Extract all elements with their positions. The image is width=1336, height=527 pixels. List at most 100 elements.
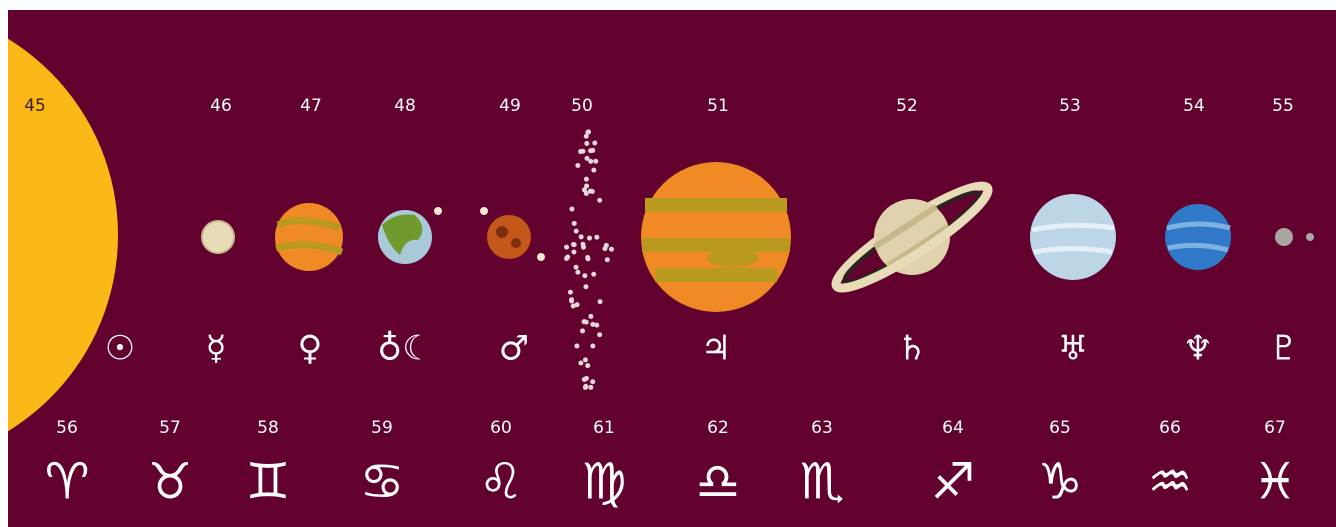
- asteroid: [593, 159, 598, 164]
- asteroid: [569, 297, 574, 302]
- body-number: 52: [896, 96, 918, 116]
- asteroid: [592, 141, 597, 146]
- asteroid: [582, 187, 587, 192]
- asteroid: [584, 141, 589, 146]
- body-number: 49: [499, 96, 521, 116]
- asteroid: [587, 236, 592, 241]
- zodiac-number: 59: [371, 418, 393, 438]
- planet-symbol: ♁☾: [377, 329, 432, 369]
- moon: [434, 207, 442, 215]
- asteroid: [568, 290, 573, 295]
- zodiac-number: 64: [942, 418, 964, 438]
- asteroid: [574, 229, 579, 234]
- asteroid: [581, 242, 586, 247]
- asteroid: [605, 257, 610, 262]
- asteroid: [584, 177, 589, 182]
- uranus: [1030, 194, 1116, 280]
- asteroid: [578, 149, 583, 154]
- body-number: 50: [571, 96, 593, 116]
- zodiac-symbol: ♒: [1148, 453, 1193, 511]
- planet-symbol: ☿: [206, 329, 227, 369]
- body-number: 48: [394, 96, 416, 116]
- zodiac-symbol: ♊: [246, 453, 291, 511]
- zodiac-symbol: ♐: [931, 453, 976, 511]
- planet-symbol: ♅: [1058, 329, 1088, 369]
- asteroid: [594, 323, 599, 328]
- asteroid: [583, 385, 588, 390]
- jupiter: [641, 162, 791, 312]
- asteroid: [590, 343, 595, 348]
- asteroid: [584, 320, 589, 325]
- asteroid: [571, 249, 576, 254]
- asteroid: [597, 198, 602, 203]
- zodiac-symbol: ♓: [1253, 453, 1298, 511]
- asteroid: [578, 361, 583, 366]
- asteroid: [604, 243, 609, 248]
- asteroid: [574, 265, 579, 270]
- asteroid: [579, 234, 584, 239]
- body-number: 51: [707, 96, 729, 116]
- phobos: [480, 207, 488, 215]
- planet-symbol: ♆: [1183, 329, 1213, 369]
- zodiac-number: 57: [159, 418, 181, 438]
- pluto: [1275, 228, 1293, 246]
- zodiac-symbol: ♌: [479, 453, 524, 511]
- neptune: [1165, 204, 1231, 270]
- body-number: 45: [24, 96, 46, 116]
- asteroid: [571, 303, 576, 308]
- asteroid: [588, 314, 593, 319]
- deimos: [537, 253, 545, 261]
- zodiac-number: 60: [490, 418, 512, 438]
- zodiac-number: 63: [811, 418, 833, 438]
- body-number: 47: [300, 96, 322, 116]
- charon: [1306, 233, 1314, 241]
- asteroid: [591, 168, 596, 173]
- venus: [275, 203, 343, 271]
- great-red-spot: [707, 249, 759, 267]
- asteroid: [583, 357, 588, 362]
- asteroid: [598, 299, 603, 304]
- asteroid: [597, 332, 602, 337]
- planet-symbol: ♂: [499, 329, 529, 369]
- zodiac-symbol: ♋: [360, 453, 405, 511]
- zodiac-number: 62: [707, 418, 729, 438]
- asteroid: [575, 163, 580, 168]
- asteroid: [594, 235, 599, 240]
- asteroid: [591, 272, 596, 277]
- asteroid: [580, 328, 585, 333]
- planet-symbol: ♄: [897, 329, 927, 369]
- asteroid: [575, 270, 580, 275]
- mars-spot: [496, 226, 508, 238]
- asteroid: [585, 363, 590, 368]
- zodiac-symbol: ♑: [1038, 453, 1083, 511]
- zodiac-number: 61: [593, 418, 615, 438]
- solar-system-illustration: 45☉46☿47♀48♁☾49♂5051♃52♄53♅54♆55♇56♈57♉5…: [0, 0, 1336, 527]
- zodiac-symbol: ♉: [148, 453, 193, 511]
- asteroid: [569, 207, 574, 212]
- body-number: 53: [1059, 96, 1081, 116]
- body-number: 46: [210, 96, 232, 116]
- zodiac-number: 66: [1159, 418, 1181, 438]
- zodiac-number: 65: [1049, 418, 1071, 438]
- asteroid: [585, 130, 590, 135]
- asteroid: [609, 247, 614, 252]
- mercury: [202, 221, 234, 253]
- planet-symbol: ♀: [298, 329, 323, 369]
- asteroid: [588, 385, 593, 390]
- zodiac-symbol: ♍: [582, 453, 627, 511]
- zodiac-symbol: ♎: [696, 453, 741, 511]
- body-number: 54: [1183, 96, 1205, 116]
- asteroid: [572, 221, 577, 226]
- mars-spot: [511, 238, 521, 248]
- mars: [487, 215, 531, 259]
- zodiac-number: 58: [257, 418, 279, 438]
- zodiac-number: 56: [56, 418, 78, 438]
- zodiac-number: 67: [1264, 418, 1286, 438]
- asteroid: [590, 379, 595, 384]
- asteroid: [574, 343, 579, 348]
- asteroid: [586, 256, 591, 261]
- planet-symbol: ♇: [1269, 329, 1299, 369]
- asteroid: [588, 148, 593, 153]
- body-number: 55: [1272, 96, 1294, 116]
- asteroid: [571, 242, 576, 247]
